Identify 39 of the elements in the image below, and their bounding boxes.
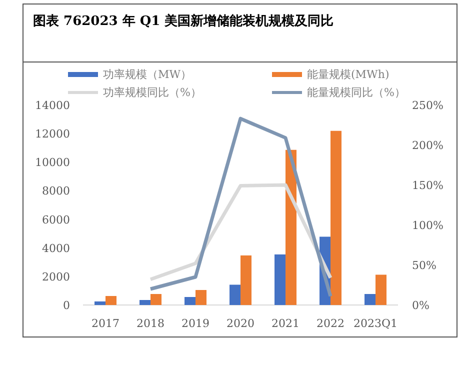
y2-tick-label: 150%	[412, 179, 444, 192]
bar	[240, 255, 252, 305]
bar	[274, 254, 286, 305]
y2-tick-label: 0%	[412, 299, 430, 312]
legend-label: 功率规模同比（%）	[103, 86, 202, 99]
y-tick-label: 12000	[35, 128, 70, 141]
line-series	[148, 116, 332, 298]
x-tick-label: 2020	[226, 317, 254, 330]
y2-tick-label: 100%	[412, 219, 444, 232]
y-tick-label: 0	[63, 299, 70, 312]
y-tick-label: 8000	[42, 184, 70, 198]
bar	[94, 301, 106, 305]
bar	[106, 296, 116, 305]
x-tick-label: 2023Q1	[353, 317, 398, 330]
bar	[150, 294, 162, 305]
x-tick-label: 2018	[136, 317, 164, 330]
bar	[230, 284, 240, 305]
x-tick-label: 2021	[272, 317, 300, 330]
x-tick-label: 2019	[182, 317, 210, 330]
y-tick-label: 10000	[35, 156, 70, 170]
y2-tick-label: 50%	[412, 259, 436, 272]
y-tick-label: 6000	[42, 213, 70, 226]
bar	[330, 130, 342, 305]
legend-label: 能量规模(MWh)	[307, 68, 390, 81]
bar	[364, 294, 376, 305]
legend-label: 功率规模（MW）	[103, 68, 192, 81]
bar	[184, 297, 196, 305]
bar	[140, 300, 150, 305]
chart-title: 图表 762023 年 Q1 美国新增储能装机规模及同比	[33, 13, 334, 29]
bar	[376, 274, 386, 305]
bar	[196, 290, 206, 305]
y-tick-label: 2000	[42, 270, 70, 284]
x-tick-label: 2017	[92, 317, 120, 330]
y2-tick-label: 200%	[412, 139, 444, 152]
legend-label: 能量规模同比（%）	[307, 86, 406, 99]
x-tick-label: 2022	[316, 317, 344, 330]
y2-tick-label: 250%	[412, 99, 444, 112]
y-tick-label: 4000	[42, 242, 70, 255]
y-tick-label: 14000	[35, 99, 70, 112]
